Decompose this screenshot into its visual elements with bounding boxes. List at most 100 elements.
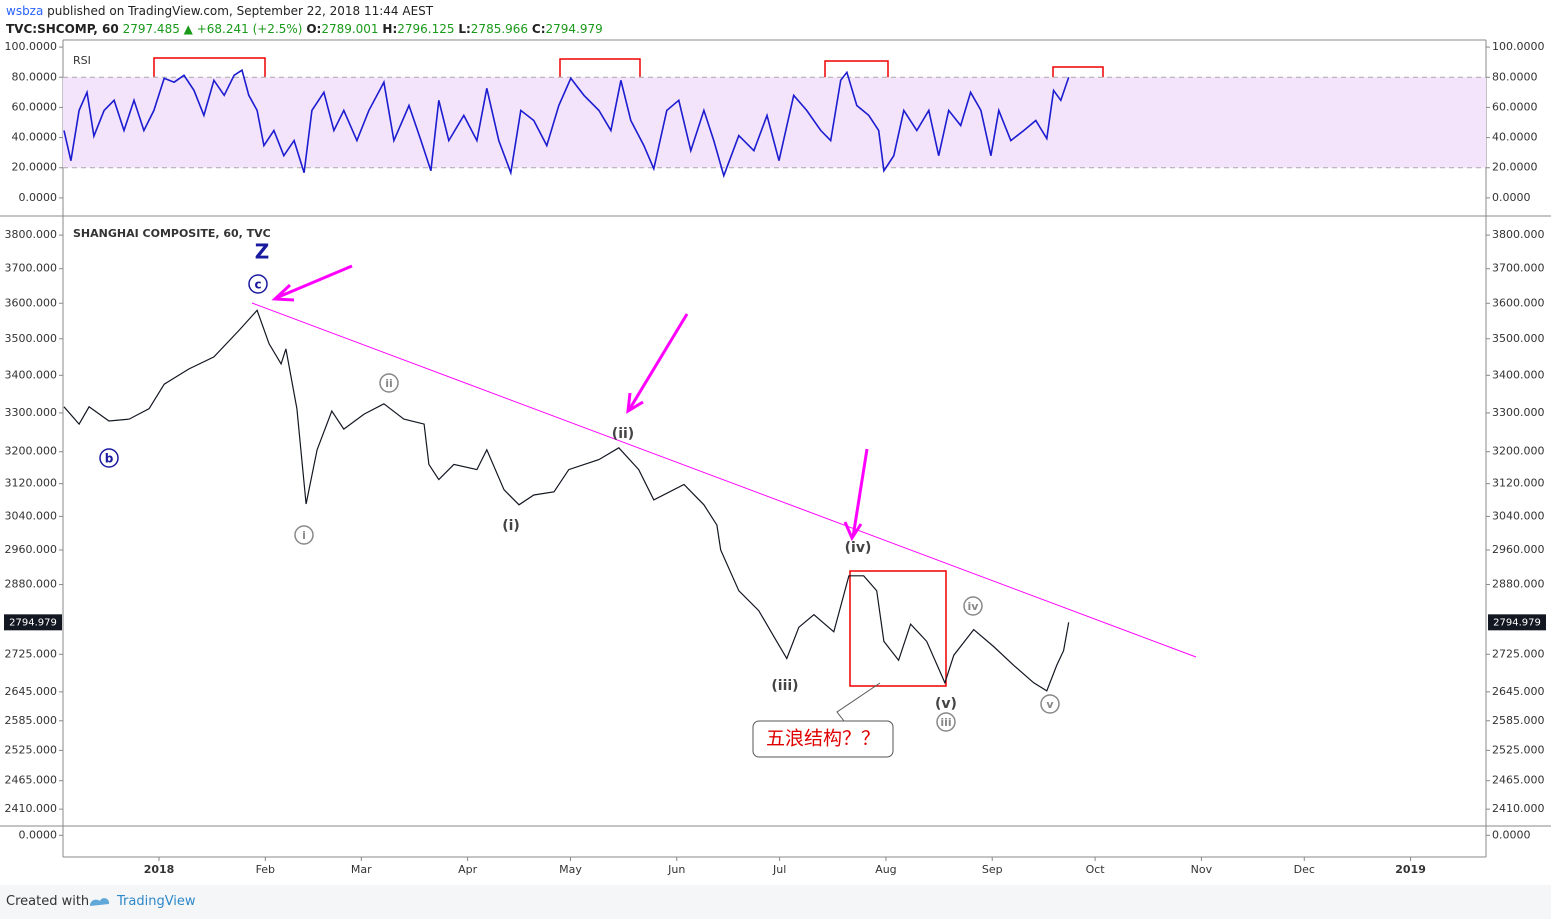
- wave-label: iii: [940, 716, 951, 729]
- wave-label: iv: [968, 600, 980, 613]
- y-tick-label: 3700.000: [5, 262, 58, 275]
- x-tick-label: Feb: [256, 863, 275, 876]
- y-tick-label: 0.0000: [1492, 191, 1531, 204]
- author[interactable]: wsbza: [6, 4, 44, 18]
- wave-circle: [248, 274, 268, 294]
- y-tick-label: 3600.000: [5, 296, 58, 309]
- y-tick-label: 2465.000: [1492, 774, 1545, 787]
- ohlc-label: C:: [531, 22, 546, 36]
- wave-label: (iv): [845, 540, 872, 556]
- y-tick-label: 60.0000: [12, 100, 58, 113]
- y-tick-label: 40.0000: [1492, 131, 1538, 144]
- y-tick-label: 2725.000: [5, 647, 58, 660]
- y-tick-label: 3120.000: [1492, 477, 1545, 490]
- y-tick-label: 2410.000: [1492, 802, 1545, 815]
- change: ▲ +68.241 (+2.5%): [183, 22, 303, 36]
- x-tick-label: May: [559, 863, 582, 876]
- last-price-label: 2794.979: [1493, 617, 1541, 628]
- brand[interactable]: TradingView: [117, 894, 196, 909]
- callout-box: [752, 720, 894, 758]
- x-tick-label: Dec: [1294, 863, 1315, 876]
- ohlc-value: 2794.979: [545, 22, 603, 36]
- trendline: [251, 302, 1197, 658]
- x-tick-label: Apr: [458, 863, 478, 876]
- y-tick-label: 2880.000: [5, 578, 58, 591]
- chart: 0.0000 0.0000 20.0000 20.0000 40.0000 40.0000…: [0, 39, 1551, 876]
- wave-label: (v): [935, 696, 957, 712]
- wave-circle: [379, 373, 399, 393]
- y-tick-label: 2725.000: [1492, 647, 1545, 660]
- x-tick-label: Jun: [667, 863, 685, 876]
- y-tick-label: 60.0000: [1492, 100, 1538, 113]
- footer: Created with TradingView: [0, 885, 1551, 919]
- red-box: [849, 570, 947, 687]
- x-tick-label: 2019: [1395, 863, 1426, 876]
- wave-label: v: [1046, 698, 1054, 711]
- ohlc-value: 2789.001: [321, 22, 379, 36]
- series-line: [63, 309, 1070, 692]
- y-tick-label: 20.0000: [1492, 161, 1538, 174]
- y-tick-label: 2645.000: [1492, 685, 1545, 698]
- symbol: TVC:SHCOMP, 60: [6, 22, 119, 36]
- wave-label: b: [105, 452, 114, 466]
- last-price-box: [4, 614, 62, 631]
- pane-title: RSI: [73, 54, 91, 67]
- published: published on TradingView.com, September …: [47, 4, 434, 18]
- series-line: [63, 68, 1070, 179]
- y-tick-label: 3200.000: [5, 445, 58, 458]
- y-tick-label: 2645.000: [5, 685, 58, 698]
- last-price-box: [1488, 614, 1546, 631]
- wave-label: (ii): [612, 426, 634, 442]
- wave-label: (iii): [771, 678, 798, 694]
- y-tick-label: 20.0000: [12, 161, 58, 174]
- y-tick-label: 2465.000: [5, 774, 58, 787]
- y-tick-label: 80.0000: [1492, 70, 1538, 83]
- y-tick-label: 3400.000: [1492, 368, 1545, 381]
- wave-circle: [99, 448, 119, 468]
- header-ohlc: TVC:SHCOMP, 60 2797.485 ▲ +68.241 (+2.5%…: [6, 22, 603, 36]
- wave-label: Z: [255, 240, 270, 264]
- y-tick-label: 3040.000: [1492, 509, 1545, 522]
- last: 2797.485: [122, 22, 180, 36]
- ohlc-value: 2796.125: [397, 22, 455, 36]
- x-tick-label: Aug: [875, 863, 896, 876]
- y-tick-label: 80.0000: [12, 70, 58, 83]
- y-tick-label: 2525.000: [5, 743, 58, 756]
- y-tick-label: 2960.000: [1492, 543, 1545, 556]
- y-tick-label: 3500.000: [1492, 332, 1545, 345]
- y-tick-label: 2960.000: [5, 543, 58, 556]
- y-tick-label: 2585.000: [5, 714, 58, 727]
- y-tick-label: 0.0000: [19, 191, 58, 204]
- y-tick-label: 100.0000: [1492, 40, 1545, 53]
- y-tick-label: 2410.000: [5, 802, 58, 815]
- ohlc-label: H:: [382, 22, 398, 36]
- ohlc-label: O:: [306, 22, 322, 36]
- created-with: Created with: [6, 894, 90, 909]
- logo: [90, 898, 110, 906]
- x-tick-label: 2018: [144, 863, 175, 876]
- wave-label: c: [254, 278, 261, 292]
- header-line: wsbza published on TradingView.com, Sept…: [6, 4, 433, 18]
- y-tick-label: 0.0000: [1492, 828, 1531, 841]
- x-tick-label: Jul: [772, 863, 786, 876]
- y-tick-label: 2880.000: [1492, 578, 1545, 591]
- pane-title: SHANGHAI COMPOSITE, 60, TVC: [73, 227, 271, 240]
- wave-circle: [294, 525, 314, 545]
- wave-circle: [963, 596, 983, 616]
- y-tick-label: 40.0000: [12, 131, 58, 144]
- frame: [0, 39, 1551, 858]
- y-tick-label: 100.0000: [5, 40, 58, 53]
- x-tick-label: Oct: [1086, 863, 1106, 876]
- y-tick-label: 3600.000: [1492, 296, 1545, 309]
- y-tick-label: 3700.000: [1492, 262, 1545, 275]
- y-tick-label: 0.0000: [19, 828, 58, 841]
- y-tick-label: 3800.000: [5, 228, 58, 241]
- x-tick-label: Nov: [1191, 863, 1213, 876]
- drawings: [153, 57, 1197, 758]
- y-tick-label: 3300.000: [5, 406, 58, 419]
- wave-label: (i): [502, 518, 520, 534]
- ohlc-value: 2785.966: [470, 22, 529, 36]
- arrows: [271, 264, 869, 542]
- y-tick-label: 2585.000: [1492, 714, 1545, 727]
- wave-circle: [936, 712, 956, 732]
